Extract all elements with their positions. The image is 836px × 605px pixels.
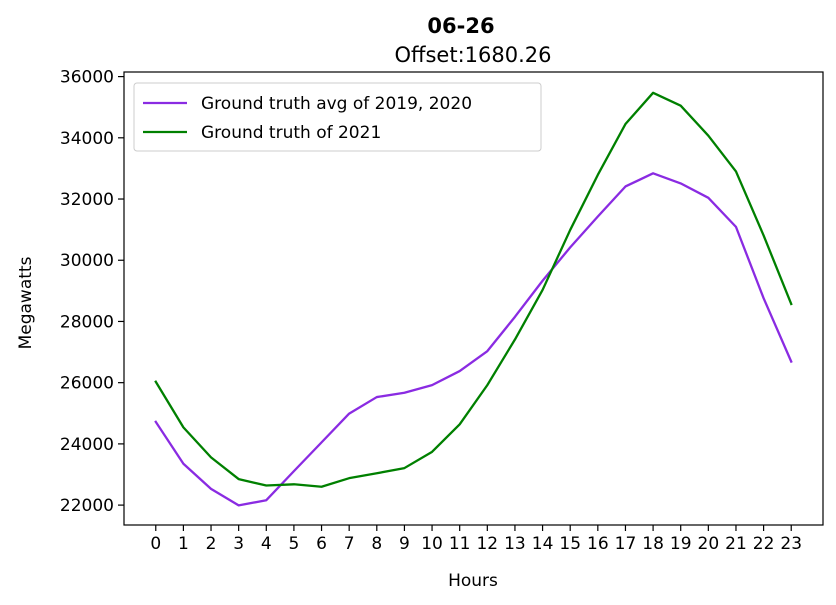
x-tick-label: 8 — [371, 534, 382, 554]
x-tick-label: 0 — [150, 534, 161, 554]
y-axis: 22000 24000 26000 28000 30000 32000 34000 36000 — [60, 68, 124, 516]
chart-subtitle: Offset:1680.26 — [394, 43, 551, 67]
y-tick-label: 32000 — [60, 190, 114, 210]
x-tick-label: 17 — [615, 534, 637, 554]
legend-label-2: Ground truth of 2021 — [201, 123, 381, 143]
y-tick-label: 36000 — [60, 68, 114, 88]
x-tick-label: 3 — [233, 534, 244, 554]
x-tick-label: 14 — [532, 534, 554, 554]
x-tick-label: 5 — [289, 534, 300, 554]
chart-title: 06-26 — [427, 14, 494, 38]
x-tick-label: 7 — [344, 534, 355, 554]
x-tick-label: 22 — [753, 534, 775, 554]
x-tick-label: 13 — [504, 534, 526, 554]
x-tick-label: 11 — [449, 534, 471, 554]
x-tick-label: 9 — [399, 534, 410, 554]
x-axis: 0 1 2 3 4 5 6 7 8 9 10 11 12 13 14 15 16 17 18 19 20 21 22 23 — [150, 525, 802, 554]
x-tick-label: 6 — [316, 534, 327, 554]
x-tick-label: 12 — [476, 534, 498, 554]
x-tick-label: 10 — [421, 534, 443, 554]
y-tick-label: 26000 — [60, 374, 114, 394]
y-tick-label: 28000 — [60, 312, 114, 332]
y-tick-label: 24000 — [60, 435, 114, 455]
x-tick-label: 4 — [261, 534, 272, 554]
x-tick-label: 15 — [559, 534, 581, 554]
x-tick-label: 2 — [206, 534, 217, 554]
legend-box — [133, 82, 542, 152]
y-tick-label: 22000 — [60, 496, 114, 516]
series-line-2 — [154, 91, 793, 488]
x-tick-label: 16 — [587, 534, 609, 554]
legend-label-1: Ground truth avg of 2019, 2020 — [201, 94, 472, 114]
x-tick-label: 18 — [642, 534, 664, 554]
y-tick-label: 34000 — [60, 129, 114, 149]
plot-frame — [123, 71, 824, 526]
x-axis-label: Hours — [448, 571, 498, 591]
legend: Ground truth avg of 2019, 2020 Ground tru… — [133, 82, 542, 152]
y-axis-label: Megawatts — [16, 256, 36, 349]
series-layer — [154, 91, 793, 507]
x-tick-label: 1 — [178, 534, 189, 554]
x-tick-label: 19 — [670, 534, 692, 554]
x-tick-label: 20 — [698, 534, 720, 554]
series-line-1 — [154, 172, 793, 507]
x-tick-label: 23 — [780, 534, 802, 554]
x-tick-label: 21 — [725, 534, 747, 554]
y-tick-label: 30000 — [60, 251, 114, 271]
